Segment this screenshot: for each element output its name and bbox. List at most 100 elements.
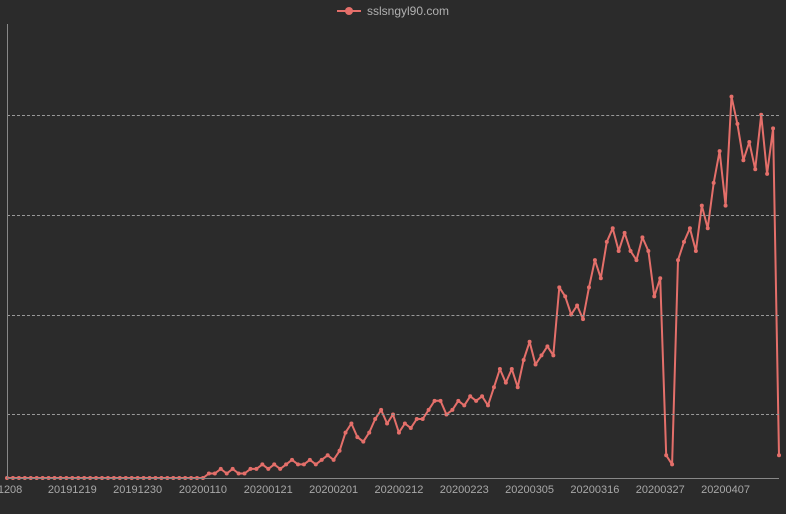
- series-marker: [718, 149, 722, 153]
- series-marker: [266, 467, 270, 471]
- series-marker: [605, 240, 609, 244]
- series-marker: [272, 462, 276, 466]
- x-tick-label: 91208: [0, 484, 22, 496]
- series-marker: [765, 172, 769, 176]
- series-marker: [296, 462, 300, 466]
- series-marker: [534, 363, 538, 367]
- series-marker: [545, 344, 549, 348]
- series-marker: [361, 440, 365, 444]
- series-marker: [343, 431, 347, 435]
- series-marker: [278, 467, 282, 471]
- series-marker: [492, 385, 496, 389]
- x-tick-label: 20200212: [374, 484, 423, 496]
- x-tick-label: 20200327: [636, 484, 685, 496]
- series-marker: [706, 226, 710, 230]
- series-marker: [611, 226, 615, 230]
- legend-marker-icon: [337, 10, 361, 12]
- x-tick-label: 20200407: [701, 484, 750, 496]
- series-marker: [724, 204, 728, 208]
- series-marker: [676, 258, 680, 262]
- series-marker: [735, 122, 739, 126]
- series-marker: [260, 462, 264, 466]
- series-marker: [670, 462, 674, 466]
- series-marker: [468, 394, 472, 398]
- x-tick-label: 20200223: [440, 484, 489, 496]
- series-marker: [248, 467, 252, 471]
- series-marker: [314, 462, 318, 466]
- series-marker: [367, 431, 371, 435]
- series-marker: [349, 422, 353, 426]
- x-tick-label: 20200110: [179, 484, 227, 496]
- series-marker: [640, 235, 644, 239]
- y-axis: [7, 24, 8, 478]
- series-marker: [480, 394, 484, 398]
- series-marker: [385, 422, 389, 426]
- series-marker: [474, 399, 478, 403]
- series-marker: [421, 417, 425, 421]
- chart-legend: sslsngyl90.com: [0, 4, 786, 18]
- series-marker: [427, 408, 431, 412]
- series-marker: [219, 467, 223, 471]
- series-marker: [522, 358, 526, 362]
- series-marker: [308, 458, 312, 462]
- series-marker: [338, 449, 342, 453]
- series-marker: [712, 181, 716, 185]
- series-marker: [498, 367, 502, 371]
- series-marker: [688, 226, 692, 230]
- x-tick-label: 20200121: [244, 484, 293, 496]
- series-marker: [326, 453, 330, 457]
- series-marker: [575, 303, 579, 307]
- series-marker: [415, 417, 419, 421]
- x-tick-label: 20191230: [113, 484, 162, 496]
- series-marker: [557, 285, 561, 289]
- series-marker: [237, 471, 241, 475]
- series-marker: [771, 126, 775, 130]
- series-marker: [243, 471, 247, 475]
- series-marker: [409, 426, 413, 430]
- series-marker: [403, 422, 407, 426]
- series-marker: [753, 167, 757, 171]
- series-marker: [284, 462, 288, 466]
- x-tick-label: 20200316: [570, 484, 619, 496]
- series-marker: [652, 294, 656, 298]
- x-tick-label: 20200305: [505, 484, 554, 496]
- x-tick-label: 20200201: [309, 484, 358, 496]
- plot-area: 9120820191219201912302020011020200121202…: [7, 24, 779, 478]
- series-marker: [694, 249, 698, 253]
- series-marker: [646, 249, 650, 253]
- series-marker: [623, 231, 627, 235]
- grid-line: [7, 115, 779, 116]
- series-marker: [397, 431, 401, 435]
- series-marker: [747, 140, 751, 144]
- series-marker: [332, 458, 336, 462]
- series-marker: [658, 276, 662, 280]
- series-marker: [213, 471, 217, 475]
- series-marker: [563, 294, 567, 298]
- series-marker: [355, 435, 359, 439]
- series-marker: [528, 340, 532, 344]
- series-marker: [629, 249, 633, 253]
- series-marker: [634, 258, 638, 262]
- series-marker: [462, 403, 466, 407]
- series-marker: [700, 204, 704, 208]
- series-marker: [207, 471, 211, 475]
- series-marker: [225, 471, 229, 475]
- series-marker: [599, 276, 603, 280]
- series-marker: [231, 467, 235, 471]
- series-marker: [539, 353, 543, 357]
- grid-line: [7, 215, 779, 216]
- series-marker: [320, 458, 324, 462]
- series-marker: [450, 408, 454, 412]
- series-marker: [617, 249, 621, 253]
- series-marker: [504, 381, 508, 385]
- chart-container: sslsngyl90.com 9120820191219201912302020…: [0, 0, 786, 514]
- series-marker: [379, 408, 383, 412]
- series-marker: [290, 458, 294, 462]
- series-marker: [593, 258, 597, 262]
- legend-label: sslsngyl90.com: [367, 4, 449, 18]
- series-marker: [456, 399, 460, 403]
- series-marker: [433, 399, 437, 403]
- x-tick-label: 20191219: [48, 484, 97, 496]
- grid-line: [7, 315, 779, 316]
- series-marker: [510, 367, 514, 371]
